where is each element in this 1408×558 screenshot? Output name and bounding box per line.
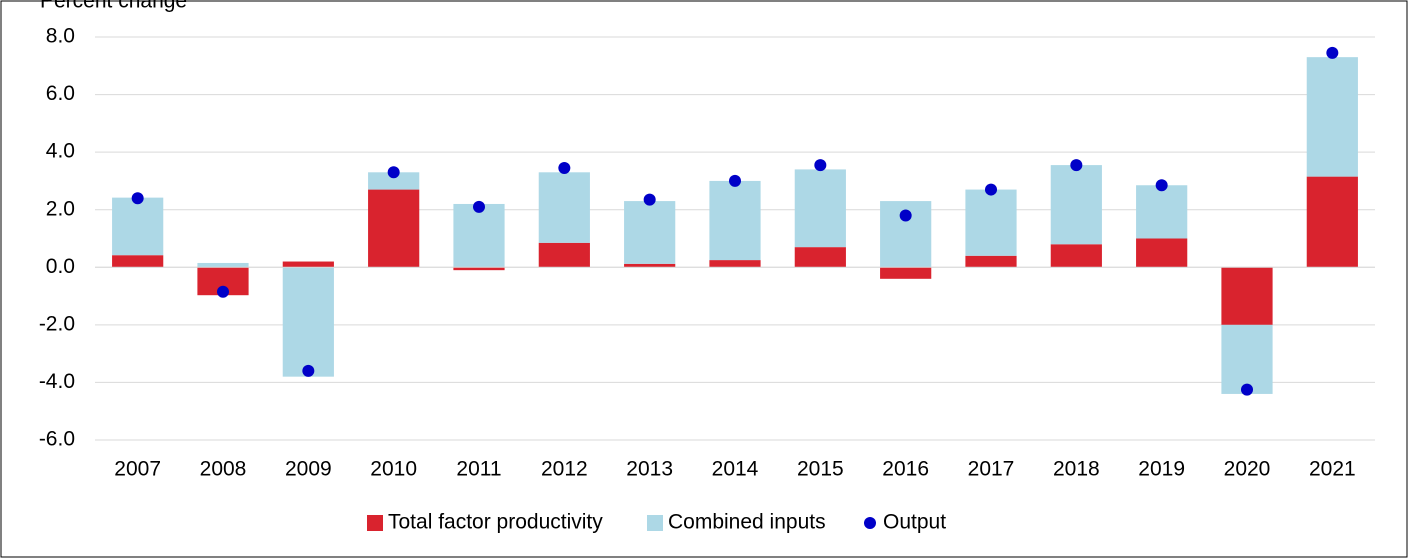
bar [453,267,505,271]
dot [985,183,997,196]
bar [112,197,164,256]
x-tick-label: 2010 [370,458,417,481]
bar [1050,165,1102,245]
y-tick-label: -2.0 [39,312,75,335]
x-tick-label: 2011 [456,458,501,481]
dot [473,200,485,213]
bar [538,242,590,268]
dot [217,285,229,298]
y-axis-label: Percent change [40,0,187,13]
dot [558,161,571,174]
bar [794,169,846,248]
bar [1306,176,1358,268]
bar [709,180,761,261]
bar [1306,57,1358,177]
dot [899,209,912,222]
y-tick-label: 0.0 [46,255,75,278]
x-tick-label: 2008 [200,458,247,481]
x-tick-label: 2013 [626,458,673,481]
bar [709,260,761,268]
bar [1136,185,1188,239]
x-tick-label: 2016 [882,458,929,481]
y-tick-label: -4.0 [39,370,75,393]
x-tick-label: 2017 [968,458,1015,481]
legend-swatch [864,517,876,529]
bar [282,267,334,377]
dot [643,193,656,206]
legend-label: Combined inputs [668,511,826,534]
legend-label: Output [883,511,946,534]
x-tick-label: 2018 [1053,458,1100,481]
bar [368,189,420,268]
bar [794,247,846,268]
x-tick-label: 2014 [712,458,759,481]
dot [1070,159,1083,172]
bar [1221,324,1273,394]
bar [965,189,1017,256]
y-tick-label: -6.0 [39,428,75,451]
bar [624,263,676,268]
y-tick-label: 4.0 [46,140,75,163]
bar [624,201,676,264]
dot [729,174,741,187]
bar [368,172,420,190]
bar [197,262,249,268]
x-tick-label: 2012 [541,458,588,481]
bar [538,172,590,243]
dot [387,166,400,179]
dot [1326,46,1339,59]
dot [131,192,144,205]
x-tick-label: 2007 [114,458,161,481]
legend-swatch [647,515,663,531]
x-tick-label: 2015 [797,458,844,481]
x-tick-label: 2009 [285,458,332,481]
dot [302,364,315,377]
y-tick-label: 2.0 [46,197,75,220]
x-tick-label: 2021 [1309,458,1356,481]
bar [1136,238,1188,268]
bar [965,255,1017,268]
bar [112,255,164,268]
legend-label: Total factor productivity [388,511,603,534]
bar [1050,244,1102,268]
bar [1221,267,1273,325]
y-tick-label: 6.0 [46,82,75,105]
x-tick-label: 2020 [1224,458,1271,481]
bar [282,261,334,268]
bar [880,267,932,279]
bar [453,203,505,268]
y-tick-label: 8.0 [46,25,75,48]
dot [1241,383,1253,396]
x-tick-label: 2019 [1138,458,1185,481]
legend-swatch [367,515,383,531]
dot [1155,179,1168,192]
dot [814,159,827,172]
